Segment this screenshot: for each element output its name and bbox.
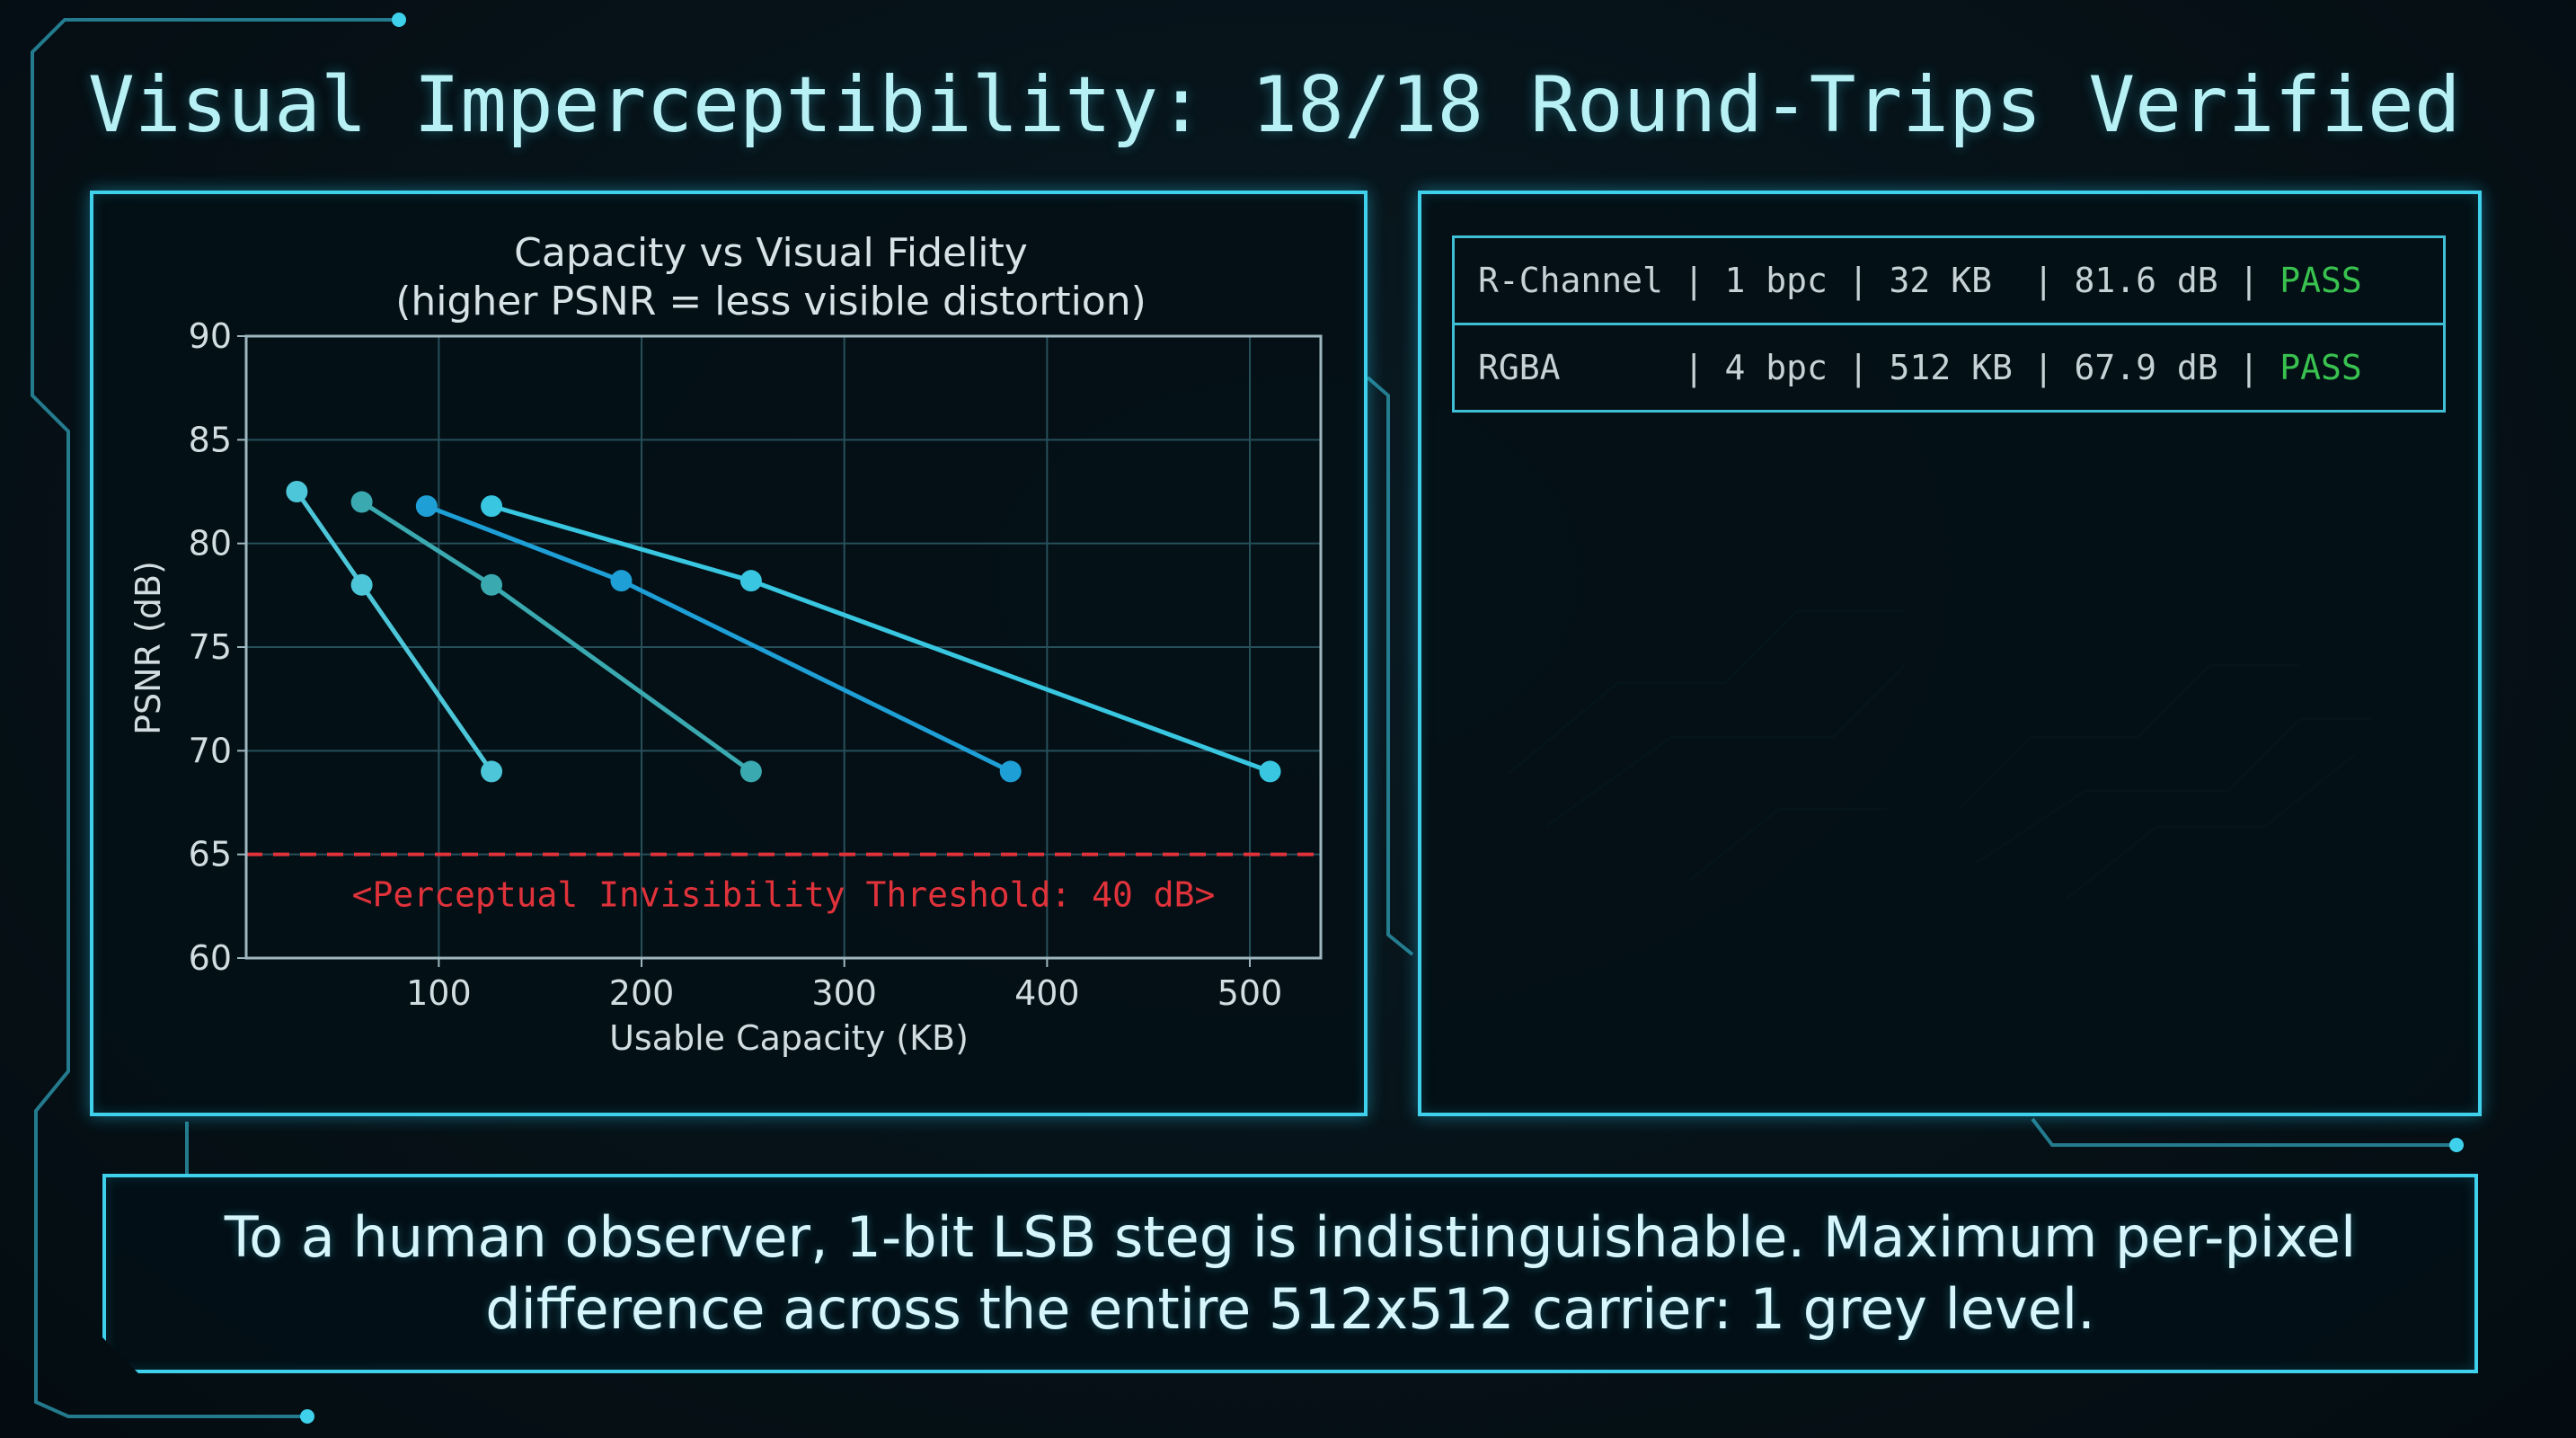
- table-cell: RGBA | 4 bpc | 512 KB | 67.9 dB | PASS: [1452, 323, 2446, 413]
- series-line: [425, 503, 1012, 774]
- data-point: [286, 481, 308, 502]
- row-text: RGBA | 4 bpc | 512 KB | 67.9 dB |: [1478, 348, 2280, 387]
- data-point: [350, 491, 373, 513]
- x-tick-label: 200: [609, 973, 675, 1013]
- table-cell: R-Channel | 1 bpc | 32 KB | 81.6 dB | PA…: [1452, 235, 2446, 325]
- threshold-layer: <Perceptual Invisibility Threshold: 40 d…: [246, 852, 1321, 915]
- tick-labels: 100 200 300 400 500 60 65 70 75 80 85 90: [189, 316, 1283, 1013]
- y-tick-label: 65: [189, 835, 232, 874]
- pass-status: PASS: [2279, 261, 2362, 300]
- caption-box: To a human observer, 1-bit LSB steg is i…: [102, 1174, 2478, 1373]
- x-tick-label: 300: [811, 973, 877, 1013]
- data-point: [481, 760, 503, 783]
- results-table: R-Channel | 1 bpc | 32 KB | 81.6 dB | PA…: [1452, 235, 2446, 413]
- caption-text: To a human observer, 1-bit LSB steg is i…: [224, 1204, 2357, 1342]
- plot-frame: [244, 334, 1323, 960]
- y-tick-label: 90: [189, 316, 232, 356]
- data-point: [481, 495, 503, 518]
- data-point: [350, 573, 373, 596]
- data-point: [415, 495, 438, 518]
- data-point: [999, 760, 1022, 783]
- x-tick-label: 100: [406, 973, 472, 1013]
- y-tick-label: 70: [189, 731, 232, 770]
- series-line: [491, 503, 1271, 774]
- y-axis-title: PSNR (dB): [128, 561, 168, 735]
- psnr-capacity-chart: Capacity vs Visual Fidelity (higher PSNR…: [128, 230, 1323, 1058]
- table-row: R-Channel | 1 bpc | 32 KB | 81.6 dB | PA…: [1452, 235, 2446, 325]
- data-point: [481, 573, 503, 596]
- table-row: RGBA | 4 bpc | 512 KB | 67.9 dB | PASS: [1452, 323, 2446, 413]
- data-point: [739, 760, 762, 783]
- row-text: R-Channel | 1 bpc | 32 KB | 81.6 dB |: [1478, 261, 2280, 300]
- data-point: [1259, 760, 1281, 783]
- chart-panel: Capacity vs Visual Fidelity (higher PSNR…: [90, 191, 1368, 1116]
- y-tick-label: 60: [189, 938, 232, 978]
- threshold-label: <Perceptual Invisibility Threshold: 40 d…: [352, 875, 1216, 915]
- y-tick-label: 75: [189, 627, 232, 667]
- series-line: [360, 500, 753, 774]
- series-layer: [286, 481, 1281, 783]
- series-line: [295, 490, 494, 773]
- chart-title: Capacity vs Visual Fidelity: [514, 230, 1028, 276]
- chart-subtitle: (higher PSNR = less visible distortion): [395, 279, 1146, 324]
- pass-status: PASS: [2279, 348, 2362, 387]
- data-point: [610, 570, 633, 592]
- y-tick-label: 85: [189, 420, 232, 459]
- data-point: [739, 570, 762, 592]
- results-panel: R-Channel | 1 bpc | 32 KB | 81.6 dB | PA…: [1418, 191, 2482, 1116]
- x-tick-label: 500: [1217, 973, 1283, 1013]
- x-tick-label: 400: [1014, 973, 1080, 1013]
- x-axis-title: Usable Capacity (KB): [609, 1018, 969, 1058]
- page-title: Visual Imperceptibility: 18/18 Round-Tri…: [88, 60, 2461, 150]
- y-tick-label: 80: [189, 524, 232, 564]
